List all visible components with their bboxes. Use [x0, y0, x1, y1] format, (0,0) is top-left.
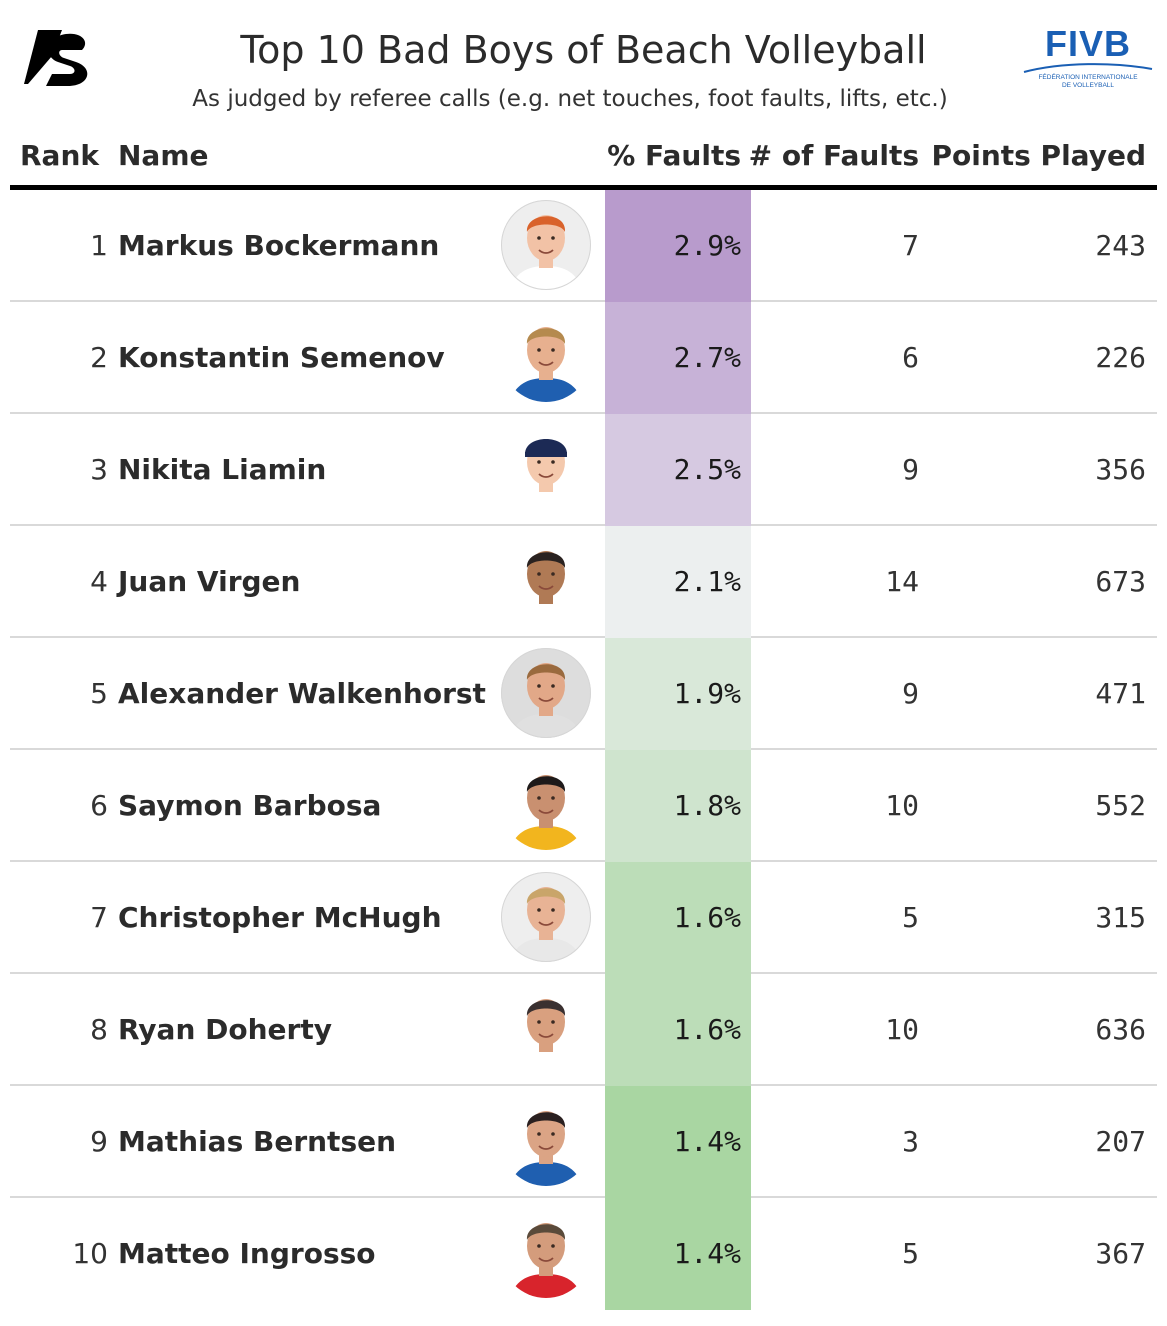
player-name-cell: Matteo Ingrosso: [118, 1237, 376, 1270]
player-headshot-icon: [509, 999, 583, 1074]
player-headshot-icon: [509, 1223, 583, 1298]
player-name-cell: Christopher McHugh: [118, 901, 442, 934]
player-headshot-icon: [501, 872, 591, 962]
player-name-cell: Juan Virgen: [118, 565, 301, 598]
num-faults-cell: 5: [902, 901, 919, 934]
pct-faults-cell: 2.9%: [673, 229, 741, 262]
num-faults-cell: 14: [885, 565, 919, 598]
rank-cell: 2: [90, 341, 108, 374]
table-row: 1 Markus Bockermann 2.9% 7 243: [10, 190, 1157, 302]
player-headshot-icon: [501, 200, 591, 290]
num-faults-cell: 10: [885, 1013, 919, 1046]
column-header-num-faults: # of Faults: [748, 139, 919, 172]
chart-title: Top 10 Bad Boys of Beach Volleyball: [240, 28, 927, 72]
brand-logo-icon: [24, 30, 88, 86]
pct-faults-cell: 2.1%: [673, 565, 741, 598]
player-headshot-icon: [509, 775, 583, 850]
pct-faults-cell: 1.4%: [673, 1237, 741, 1270]
column-header-rank: Rank: [20, 139, 100, 172]
rank-cell: 3: [90, 453, 108, 486]
rank-cell: 6: [90, 789, 108, 822]
pct-faults-cell: 1.9%: [673, 677, 741, 710]
pct-faults-heat-cell: [605, 1198, 751, 1310]
pct-faults-heat-cell: [605, 302, 751, 414]
pct-faults-heat-cell: [605, 1086, 751, 1198]
fivb-logo: FIVB FÉDÉRATION INTERNATIONALE DE VOLLEY…: [1022, 24, 1154, 94]
pct-faults-heat-cell: [605, 190, 751, 302]
num-faults-cell: 9: [902, 453, 919, 486]
rank-cell: 5: [90, 677, 108, 710]
table-row: 7 Christopher McHugh 1.6% 5 315: [10, 862, 1157, 974]
rank-cell: 8: [90, 1013, 108, 1046]
table-row: 9 Mathias Berntsen 1.4% 3 207: [10, 1086, 1157, 1198]
player-name-cell: Markus Bockermann: [118, 229, 440, 262]
player-name-cell: Nikita Liamin: [118, 453, 327, 486]
table-row: 6 Saymon Barbosa 1.8% 10 552: [10, 750, 1157, 862]
pct-faults-heat-cell: [605, 862, 751, 974]
pct-faults-cell: 1.6%: [673, 901, 741, 934]
pct-faults-heat-cell: [605, 974, 751, 1086]
column-header-name: Name: [118, 139, 209, 172]
rank-cell: 10: [72, 1237, 108, 1270]
points-played-cell: 356: [1095, 453, 1146, 486]
table-row: 8 Ryan Doherty 1.6% 10 636: [10, 974, 1157, 1086]
num-faults-cell: 10: [885, 789, 919, 822]
num-faults-cell: 7: [902, 229, 919, 262]
rank-cell: 4: [90, 565, 108, 598]
pct-faults-heat-cell: [605, 750, 751, 862]
pct-faults-heat-cell: [605, 526, 751, 638]
rank-cell: 7: [90, 901, 108, 934]
points-played-cell: 226: [1095, 341, 1146, 374]
table-row: 5 Alexander Walkenhorst 1.9% 9 471: [10, 638, 1157, 750]
num-faults-cell: 5: [902, 1237, 919, 1270]
column-header-points-played: Points Played: [931, 139, 1146, 172]
player-headshot-icon: [501, 648, 591, 738]
points-played-cell: 552: [1095, 789, 1146, 822]
points-played-cell: 636: [1095, 1013, 1146, 1046]
player-name-cell: Mathias Berntsen: [118, 1125, 397, 1158]
player-name-cell: Alexander Walkenhorst: [118, 677, 486, 710]
player-headshot-icon: [509, 551, 583, 626]
pct-faults-cell: 2.5%: [673, 453, 741, 486]
chart-subtitle: As judged by referee calls (e.g. net tou…: [192, 86, 948, 112]
fivb-subtitle-line2: DE VOLLEYBALL: [1061, 82, 1115, 89]
player-headshot-icon: [509, 1111, 583, 1186]
player-name-cell: Ryan Doherty: [118, 1013, 332, 1046]
player-name-cell: Saymon Barbosa: [118, 789, 382, 822]
pct-faults-cell: 1.8%: [673, 789, 741, 822]
points-played-cell: 673: [1095, 565, 1146, 598]
pct-faults-cell: 2.7%: [673, 341, 741, 374]
table-body: 1 Markus Bockermann 2.9% 7 243 2 Konstantin Se…: [10, 190, 1157, 1310]
fivb-logo-text: FIVB: [1044, 23, 1131, 64]
points-played-cell: 207: [1095, 1125, 1146, 1158]
num-faults-cell: 6: [902, 341, 919, 374]
num-faults-cell: 3: [902, 1125, 919, 1158]
player-headshot-icon: [509, 327, 583, 402]
pct-faults-heat-cell: [605, 414, 751, 526]
swoosh-icon: [1023, 63, 1153, 73]
table-row: 2 Konstantin Semenov 2.7% 6 226: [10, 302, 1157, 414]
player-name-cell: Konstantin Semenov: [118, 341, 445, 374]
header-rule: [10, 185, 1157, 190]
points-played-cell: 471: [1095, 677, 1146, 710]
pct-faults-cell: 1.4%: [673, 1125, 741, 1158]
rank-cell: 9: [90, 1125, 108, 1158]
rank-cell: 1: [90, 229, 108, 262]
points-played-cell: 367: [1095, 1237, 1146, 1270]
points-played-cell: 315: [1095, 901, 1146, 934]
table-row: 10 Matteo Ingrosso 1.4% 5 367: [10, 1198, 1157, 1310]
table-row: 4 Juan Virgen 2.1% 14 673: [10, 526, 1157, 638]
table-row: 3 Nikita Liamin 2.5% 9 356: [10, 414, 1157, 526]
points-played-cell: 243: [1095, 229, 1146, 262]
column-header-pct-faults: % Faults: [607, 139, 741, 172]
player-headshot-icon: [509, 439, 583, 514]
num-faults-cell: 9: [902, 677, 919, 710]
pct-faults-heat-cell: [605, 638, 751, 750]
pct-faults-cell: 1.6%: [673, 1013, 741, 1046]
fivb-subtitle-line1: FÉDÉRATION INTERNATIONALE: [1038, 74, 1138, 81]
